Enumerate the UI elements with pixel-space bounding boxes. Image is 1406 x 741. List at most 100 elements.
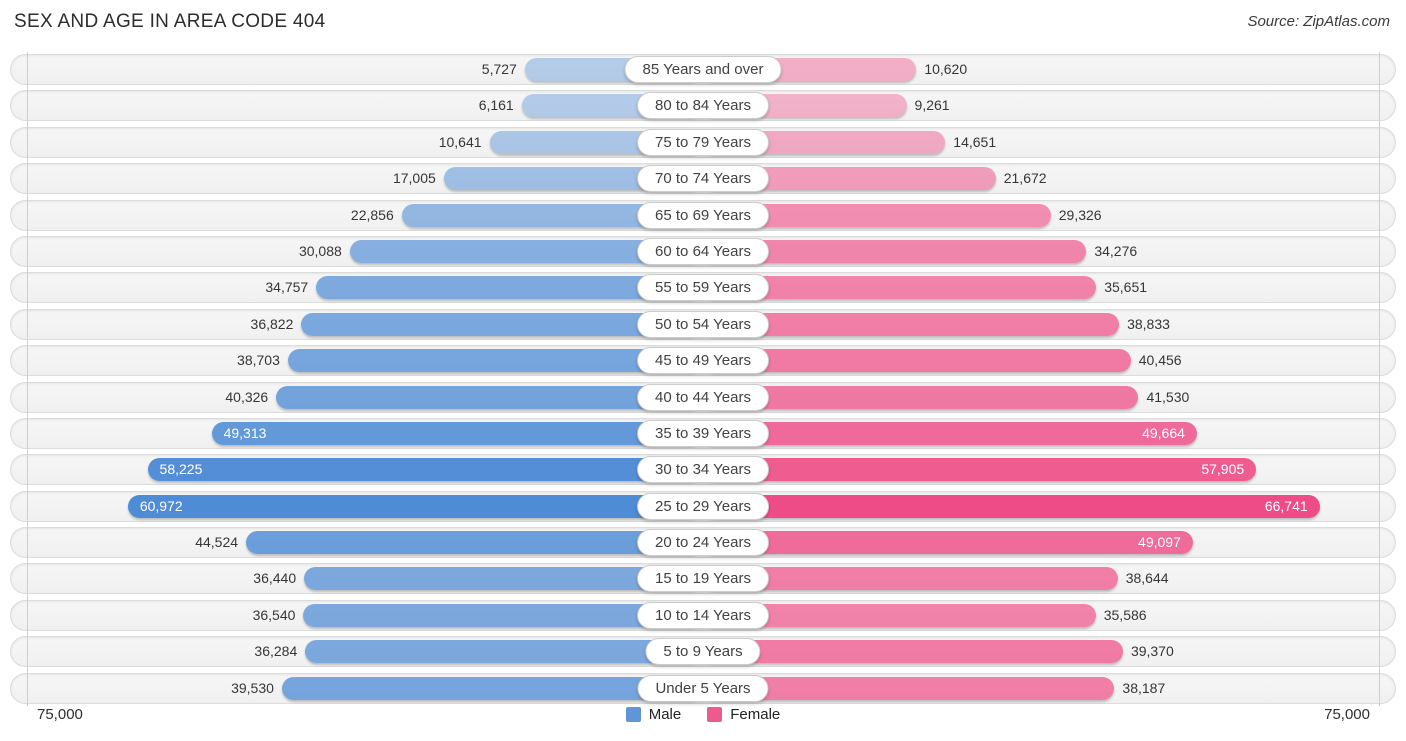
male-color-chip — [625, 707, 641, 722]
male-bar — [287, 349, 703, 373]
male-bar — [305, 640, 703, 664]
female-bar — [703, 312, 1120, 336]
age-group-label: 15 to 19 Years — [637, 565, 769, 593]
male-value-label: 17,005 — [392, 170, 436, 187]
age-group-row: 34,757 35,651 55 to 59 Years — [0, 272, 1406, 304]
male-value-label: 36,284 — [254, 643, 298, 660]
male-value-label: 38,703 — [237, 352, 280, 369]
male-value-label: 49,313 — [223, 424, 267, 441]
female-value-label: 38,833 — [1127, 315, 1170, 332]
age-group-row: 30,088 34,276 60 to 64 Years — [0, 235, 1406, 267]
female-bar — [703, 239, 1087, 263]
age-group-label: 30 to 34 Years — [637, 456, 769, 484]
male-bar — [301, 312, 703, 336]
age-group-label: 80 to 84 Years — [637, 92, 769, 120]
female-value-label: 40,456 — [1138, 352, 1182, 369]
female-value-label: 39,370 — [1130, 643, 1174, 660]
male-value-label: 44,524 — [195, 534, 239, 551]
male-bar — [246, 531, 703, 555]
male-bar — [281, 676, 703, 700]
age-group-row: 10,641 14,651 75 to 79 Years — [0, 126, 1406, 158]
female-value-label: 34,276 — [1094, 242, 1138, 259]
male-value-label: 36,440 — [253, 570, 297, 587]
male-bar — [303, 603, 703, 627]
page-title: SEX AND AGE IN AREA CODE 404 — [14, 11, 326, 32]
female-bar — [703, 567, 1118, 591]
age-group-label: 50 to 54 Years — [637, 310, 769, 338]
age-group-label: 10 to 14 Years — [637, 601, 769, 629]
male-value-label: 40,326 — [225, 388, 269, 405]
female-value-label: 29,326 — [1058, 206, 1102, 223]
age-group-row: 58,225 57,905 30 to 34 Years — [0, 454, 1406, 486]
age-group-label: 85 Years and over — [624, 56, 782, 83]
female-value-label: 41,530 — [1146, 388, 1190, 405]
female-value-label: 38,644 — [1125, 570, 1169, 587]
male-value-label: 58,225 — [159, 461, 203, 478]
female-bar — [703, 385, 1139, 409]
age-group-label: 40 to 44 Years — [637, 383, 769, 411]
female-value-label: 38,187 — [1122, 679, 1166, 696]
female-bar — [703, 676, 1115, 700]
female-value-label: 35,651 — [1104, 279, 1148, 296]
male-value-label: 22,856 — [350, 206, 394, 223]
age-group-label: 65 to 69 Years — [637, 201, 769, 229]
female-value-label: 14,651 — [953, 133, 997, 150]
male-value-label: 6,161 — [478, 97, 514, 114]
female-value-label: 9,261 — [914, 97, 950, 114]
chart-plot-area: 5,727 10,620 85 Years and over 6,161 9,261 80… — [0, 52, 1406, 710]
legend-label-male: Male — [648, 706, 682, 723]
age-group-label: 25 to 29 Years — [637, 492, 769, 520]
female-bar — [703, 167, 996, 191]
left-axis-line — [27, 52, 28, 706]
age-group-row: 36,284 39,370 5 to 9 Years — [0, 636, 1406, 668]
age-group-row: 36,822 38,833 50 to 54 Years — [0, 308, 1406, 340]
female-value-label: 66,741 — [1264, 497, 1308, 514]
male-value-label: 34,757 — [265, 279, 309, 296]
female-bar — [703, 203, 1051, 227]
male-bar — [349, 239, 703, 263]
female-bar — [703, 458, 1257, 482]
male-value-label: 36,822 — [250, 315, 294, 332]
age-group-row: 5,727 10,620 85 Years and over — [0, 54, 1406, 85]
age-group-label: 70 to 74 Years — [637, 165, 769, 193]
male-value-label: 60,972 — [139, 497, 183, 514]
female-bar — [703, 349, 1131, 373]
right-axis-line — [1379, 52, 1380, 706]
legend-item-female: Female — [707, 706, 780, 723]
legend-label-female: Female — [730, 706, 781, 723]
male-value-label: 39,530 — [231, 679, 274, 696]
male-bar — [304, 567, 703, 591]
male-value-label: 36,540 — [252, 606, 296, 623]
age-group-row: 49,313 49,664 35 to 39 Years — [0, 417, 1406, 449]
age-group-row: 36,440 38,644 15 to 19 Years — [0, 563, 1406, 595]
axis-max-label-right: 75,000 — [1324, 706, 1370, 723]
female-bar — [703, 531, 1193, 555]
male-value-label: 5,727 — [481, 61, 517, 77]
female-value-label: 49,097 — [1138, 534, 1181, 551]
age-group-label: 60 to 64 Years — [637, 237, 769, 265]
age-group-row: 6,161 9,261 80 to 84 Years — [0, 90, 1406, 122]
age-group-row: 60,972 66,741 25 to 29 Years — [0, 490, 1406, 522]
age-group-label: 45 to 49 Years — [637, 347, 769, 375]
age-group-label: 20 to 24 Years — [637, 529, 769, 557]
male-bar — [401, 203, 703, 227]
legend: Male Female — [0, 706, 1406, 723]
male-bar — [316, 276, 703, 300]
female-value-label: 10,620 — [924, 61, 968, 77]
age-group-row: 40,326 41,530 40 to 44 Years — [0, 381, 1406, 413]
age-group-label: 55 to 59 Years — [637, 274, 769, 302]
male-bar — [276, 385, 703, 409]
age-group-row: 22,856 29,326 65 to 69 Years — [0, 199, 1406, 231]
male-bar — [211, 421, 703, 445]
axis-max-label-left: 75,000 — [37, 706, 83, 723]
male-bar — [127, 494, 703, 518]
female-bar — [703, 276, 1097, 300]
female-value-label: 49,664 — [1142, 424, 1185, 441]
age-group-row: 17,005 21,672 70 to 74 Years — [0, 163, 1406, 195]
male-bar — [147, 458, 703, 482]
female-bar — [703, 603, 1096, 627]
female-value-label: 35,586 — [1103, 606, 1147, 623]
age-group-row: 38,703 40,456 45 to 49 Years — [0, 345, 1406, 377]
age-group-label: 35 to 39 Years — [637, 419, 769, 447]
